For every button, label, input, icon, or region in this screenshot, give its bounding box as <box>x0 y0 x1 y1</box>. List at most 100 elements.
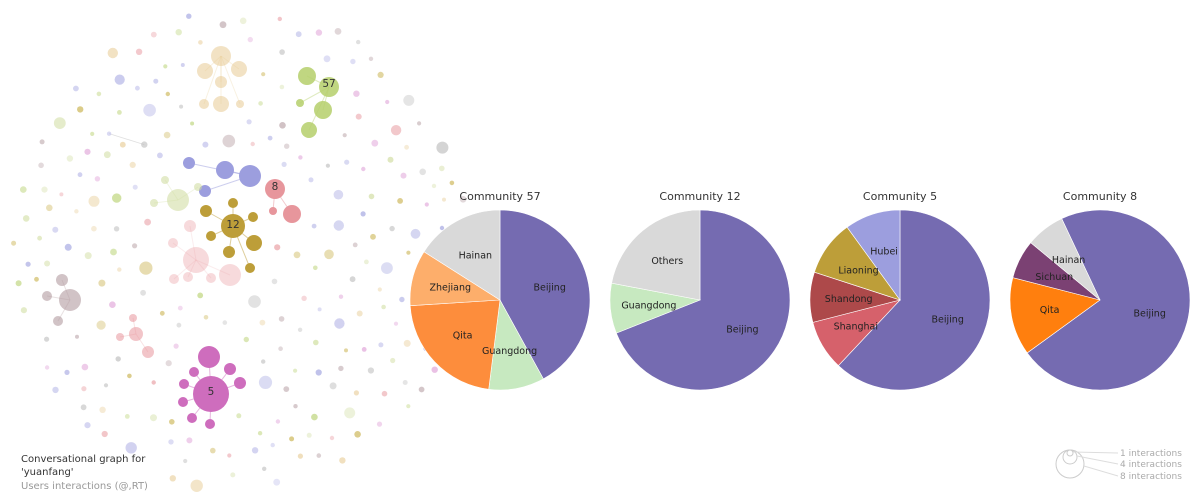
graph-node <box>187 413 197 423</box>
legend-entry-3: 8 interactions <box>1120 472 1182 482</box>
graph-node <box>142 346 154 358</box>
graph-node <box>11 240 17 246</box>
graph-node <box>279 49 285 55</box>
graph-node <box>153 78 159 84</box>
graph-node <box>84 148 91 155</box>
slice-label-guangdong: Guangdong <box>621 300 676 311</box>
graph-node <box>344 348 348 353</box>
slice-label-beijing: Beijing <box>932 314 964 325</box>
graph-node <box>317 307 322 312</box>
graph-node <box>183 272 193 282</box>
graph-node <box>113 226 120 232</box>
graph-node <box>222 134 236 148</box>
graph-node <box>106 131 112 136</box>
graph-node <box>406 250 411 255</box>
graph-node <box>200 205 212 217</box>
graph-node <box>353 90 360 97</box>
graph-node <box>381 262 393 274</box>
graph-node <box>91 225 97 232</box>
pie-chart-community-12: Community 12 Beijing Guangdong Others <box>609 190 791 391</box>
pie-title: Community 5 <box>863 190 937 203</box>
graph-node <box>368 193 375 200</box>
graph-node <box>199 185 211 197</box>
graph-node <box>236 100 244 108</box>
size-legend: 1 interactions 4 interactions 8 interact… <box>1055 449 1182 482</box>
graph-node <box>257 431 263 436</box>
legend-circle-small <box>1066 449 1074 457</box>
graph-node <box>262 466 267 471</box>
caption-line-1: Conversational graph for <box>21 454 146 465</box>
graph-node <box>59 289 81 311</box>
graph-node <box>176 322 182 328</box>
graph-node <box>406 404 411 409</box>
graph-node <box>269 207 277 215</box>
graph-node <box>135 85 140 91</box>
graph-node <box>439 165 445 172</box>
graph-node <box>329 382 337 390</box>
graph-node <box>283 205 301 223</box>
graph-node <box>213 96 229 112</box>
graph-node <box>270 442 275 448</box>
graph-node <box>219 264 241 286</box>
graph-node <box>323 55 331 63</box>
graph-node <box>403 339 411 347</box>
graph-node <box>141 141 148 148</box>
graph-node <box>53 316 63 326</box>
graph-node <box>15 280 22 287</box>
graph-node <box>203 315 209 320</box>
graph-node <box>418 386 425 393</box>
graph-node <box>25 261 31 267</box>
graph-node <box>402 380 408 385</box>
graph-node <box>265 179 285 199</box>
graph-caption: Conversational graph for 'yuanfang' User… <box>21 454 148 492</box>
slice-label-qita: Qita <box>1040 305 1060 316</box>
community-label-8: 8 <box>272 181 279 193</box>
graph-node <box>274 244 281 251</box>
graph-node <box>90 131 95 136</box>
graph-node <box>371 139 379 147</box>
graph-node <box>168 238 178 248</box>
caption-subtitle: Users interactions (@,RT) <box>21 481 148 492</box>
pie-chart-community-5: Community 5 Beijing Shanghai Shandong Liaoni… <box>809 190 991 391</box>
graph-node <box>77 106 84 113</box>
graph-node <box>352 242 358 248</box>
graph-node <box>135 48 143 55</box>
graph-node <box>227 453 232 458</box>
graph-node <box>110 248 117 256</box>
graph-node <box>381 390 388 397</box>
pie-slice-hainan <box>1030 218 1101 301</box>
graph-node <box>20 307 27 314</box>
graph-node <box>116 333 124 341</box>
graph-node <box>390 125 402 136</box>
graph-node <box>199 99 209 109</box>
legend-leader-2 <box>1076 455 1119 465</box>
graph-node <box>186 437 193 444</box>
graph-node <box>210 447 216 454</box>
graph-node <box>334 318 345 329</box>
graph-node <box>301 295 307 301</box>
graph-node <box>410 228 421 239</box>
community-label-5: 5 <box>208 386 215 398</box>
legend-leader-1 <box>1072 451 1119 454</box>
slice-label-shanghai: Shanghai <box>834 322 878 333</box>
graph-node <box>293 251 301 259</box>
graph-node <box>38 162 44 169</box>
graph-node <box>319 77 339 97</box>
graph-node <box>173 343 179 349</box>
graph-node <box>334 28 342 35</box>
graph-node <box>397 198 403 204</box>
graph-node <box>342 133 347 138</box>
graph-node <box>163 64 168 69</box>
graph-node <box>190 479 203 492</box>
graph-node <box>94 176 101 182</box>
graph-node <box>314 101 332 119</box>
graph-node <box>107 47 119 59</box>
graph-node <box>311 223 317 229</box>
graph-node <box>216 161 234 179</box>
graph-node <box>349 276 356 283</box>
graph-node <box>205 419 215 429</box>
graph-node <box>66 155 74 162</box>
graph-node <box>186 13 192 19</box>
graph-node <box>163 131 171 139</box>
